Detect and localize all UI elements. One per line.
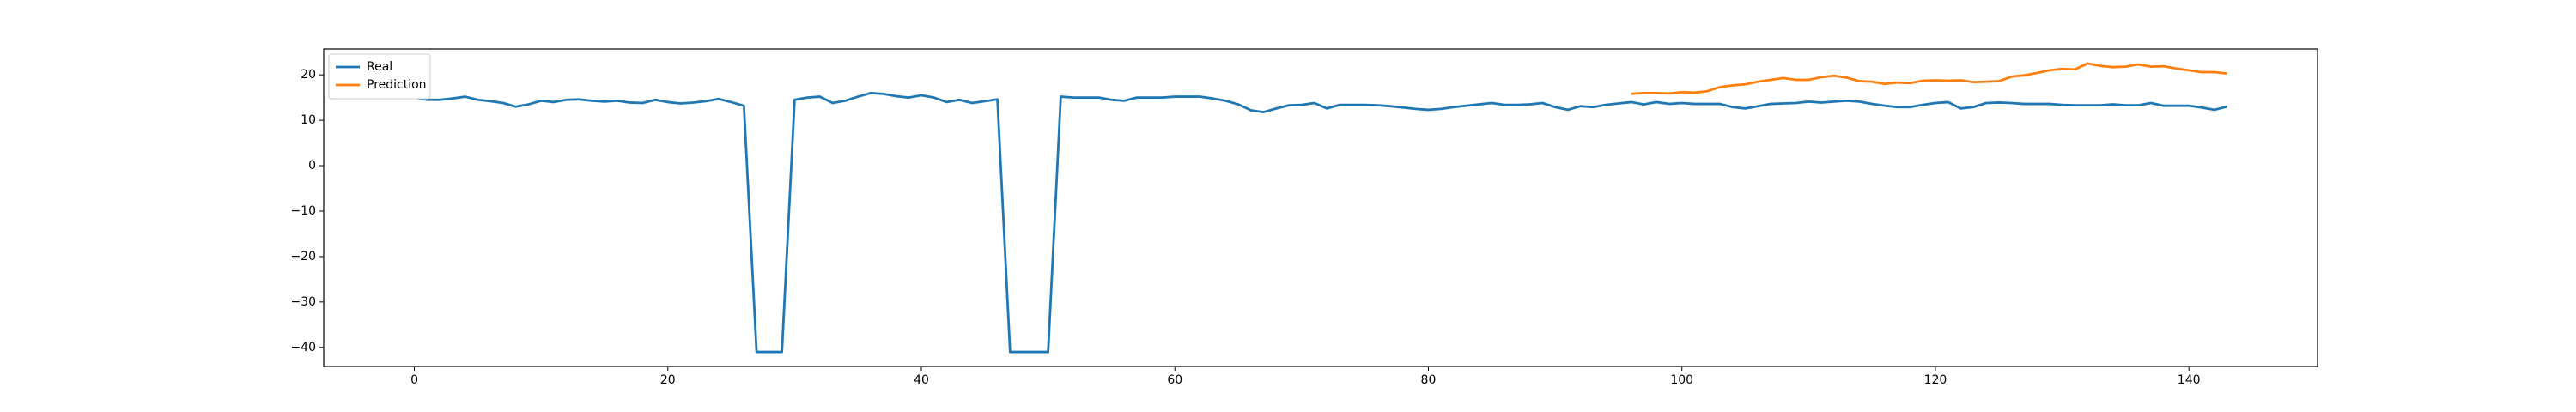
y-tick-label: −30 — [290, 295, 316, 309]
x-tick-label: 40 — [914, 373, 929, 387]
line-series — [414, 91, 2227, 354]
line-series — [1631, 62, 2227, 95]
legend-label: Real — [367, 60, 392, 74]
y-tick-label: −10 — [290, 204, 316, 218]
x-tick-label: 120 — [1924, 373, 1947, 387]
y-tick-label: 10 — [301, 113, 316, 127]
x-tick-label: 80 — [1421, 373, 1437, 387]
y-tick-label: 20 — [301, 68, 316, 82]
y-tick-label: −40 — [290, 341, 316, 354]
x-tick-label: 20 — [660, 373, 676, 387]
x-tick-label: 100 — [1670, 373, 1693, 387]
x-tick-label: 0 — [410, 373, 418, 387]
y-tick-label: 0 — [308, 159, 316, 173]
legend-label: Prediction — [367, 78, 427, 92]
x-tick-label: 140 — [2178, 373, 2201, 387]
legend-box — [328, 53, 431, 100]
x-tick-label: 60 — [1167, 373, 1182, 387]
y-tick-label: −20 — [290, 250, 316, 264]
axes-frame — [323, 48, 2318, 367]
